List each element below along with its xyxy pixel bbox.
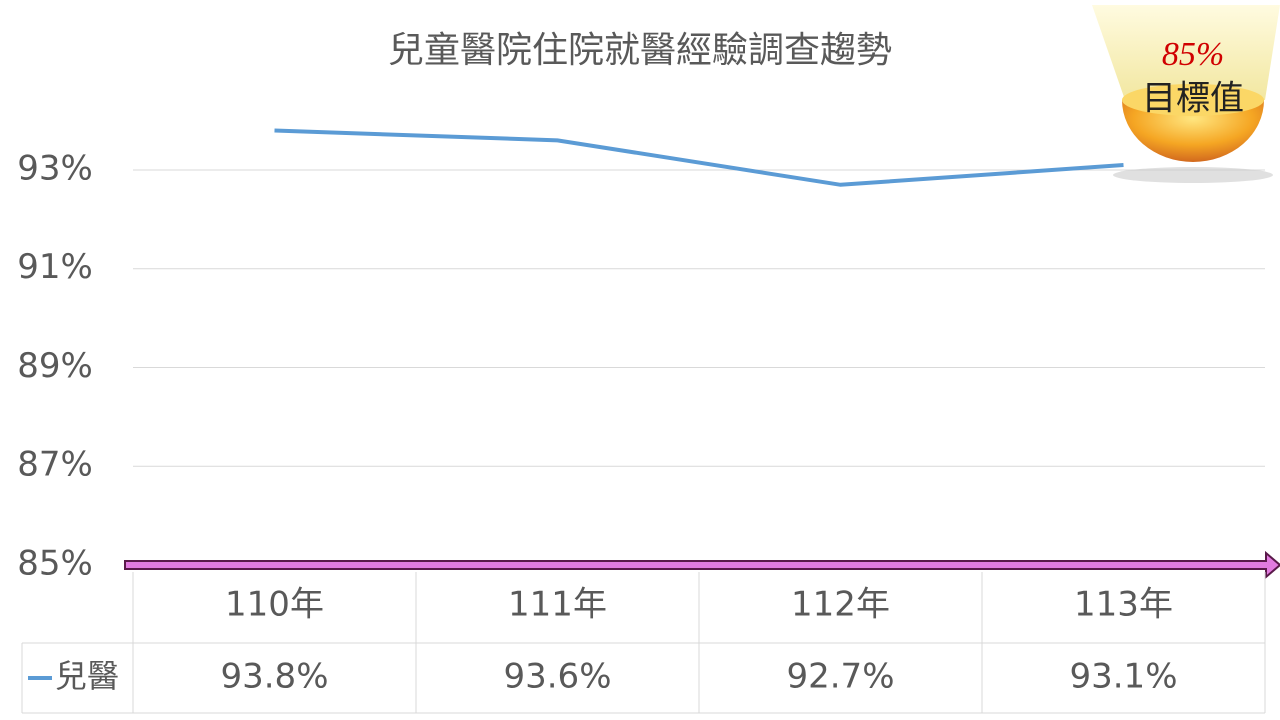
- x-tick-label: 112年: [791, 585, 890, 625]
- x-tick-label: 113年: [1074, 585, 1173, 625]
- y-tick-label: 93%: [17, 148, 93, 188]
- y-tick-label: 91%: [17, 247, 93, 287]
- table-value: 93.8%: [220, 657, 328, 697]
- y-tick-label: 87%: [17, 445, 93, 485]
- legend-label: 兒醫: [55, 657, 119, 695]
- badge-beam: [1092, 5, 1280, 100]
- table-value: 93.6%: [503, 657, 611, 697]
- badge-rim: [1122, 84, 1264, 116]
- target-text: 目標值: [1142, 79, 1244, 119]
- table-value: 93.1%: [1069, 657, 1177, 697]
- chart-title: 兒童醫院住院就醫經驗調查趨勢: [388, 30, 892, 71]
- series-line: [274, 128, 1124, 187]
- target-label: 85%: [1162, 36, 1224, 73]
- target-badge: 85% 目標值: [1092, 5, 1280, 183]
- table-value: 92.7%: [786, 657, 894, 697]
- y-tick-label: 85%: [17, 544, 93, 584]
- x-tick-label: 111年: [508, 585, 607, 625]
- y-tick-label: 89%: [17, 346, 93, 386]
- badge-shadow: [1113, 167, 1273, 183]
- target-line: [124, 550, 1280, 580]
- x-tick-label: 110年: [225, 585, 324, 625]
- badge-bowl: [1122, 100, 1264, 162]
